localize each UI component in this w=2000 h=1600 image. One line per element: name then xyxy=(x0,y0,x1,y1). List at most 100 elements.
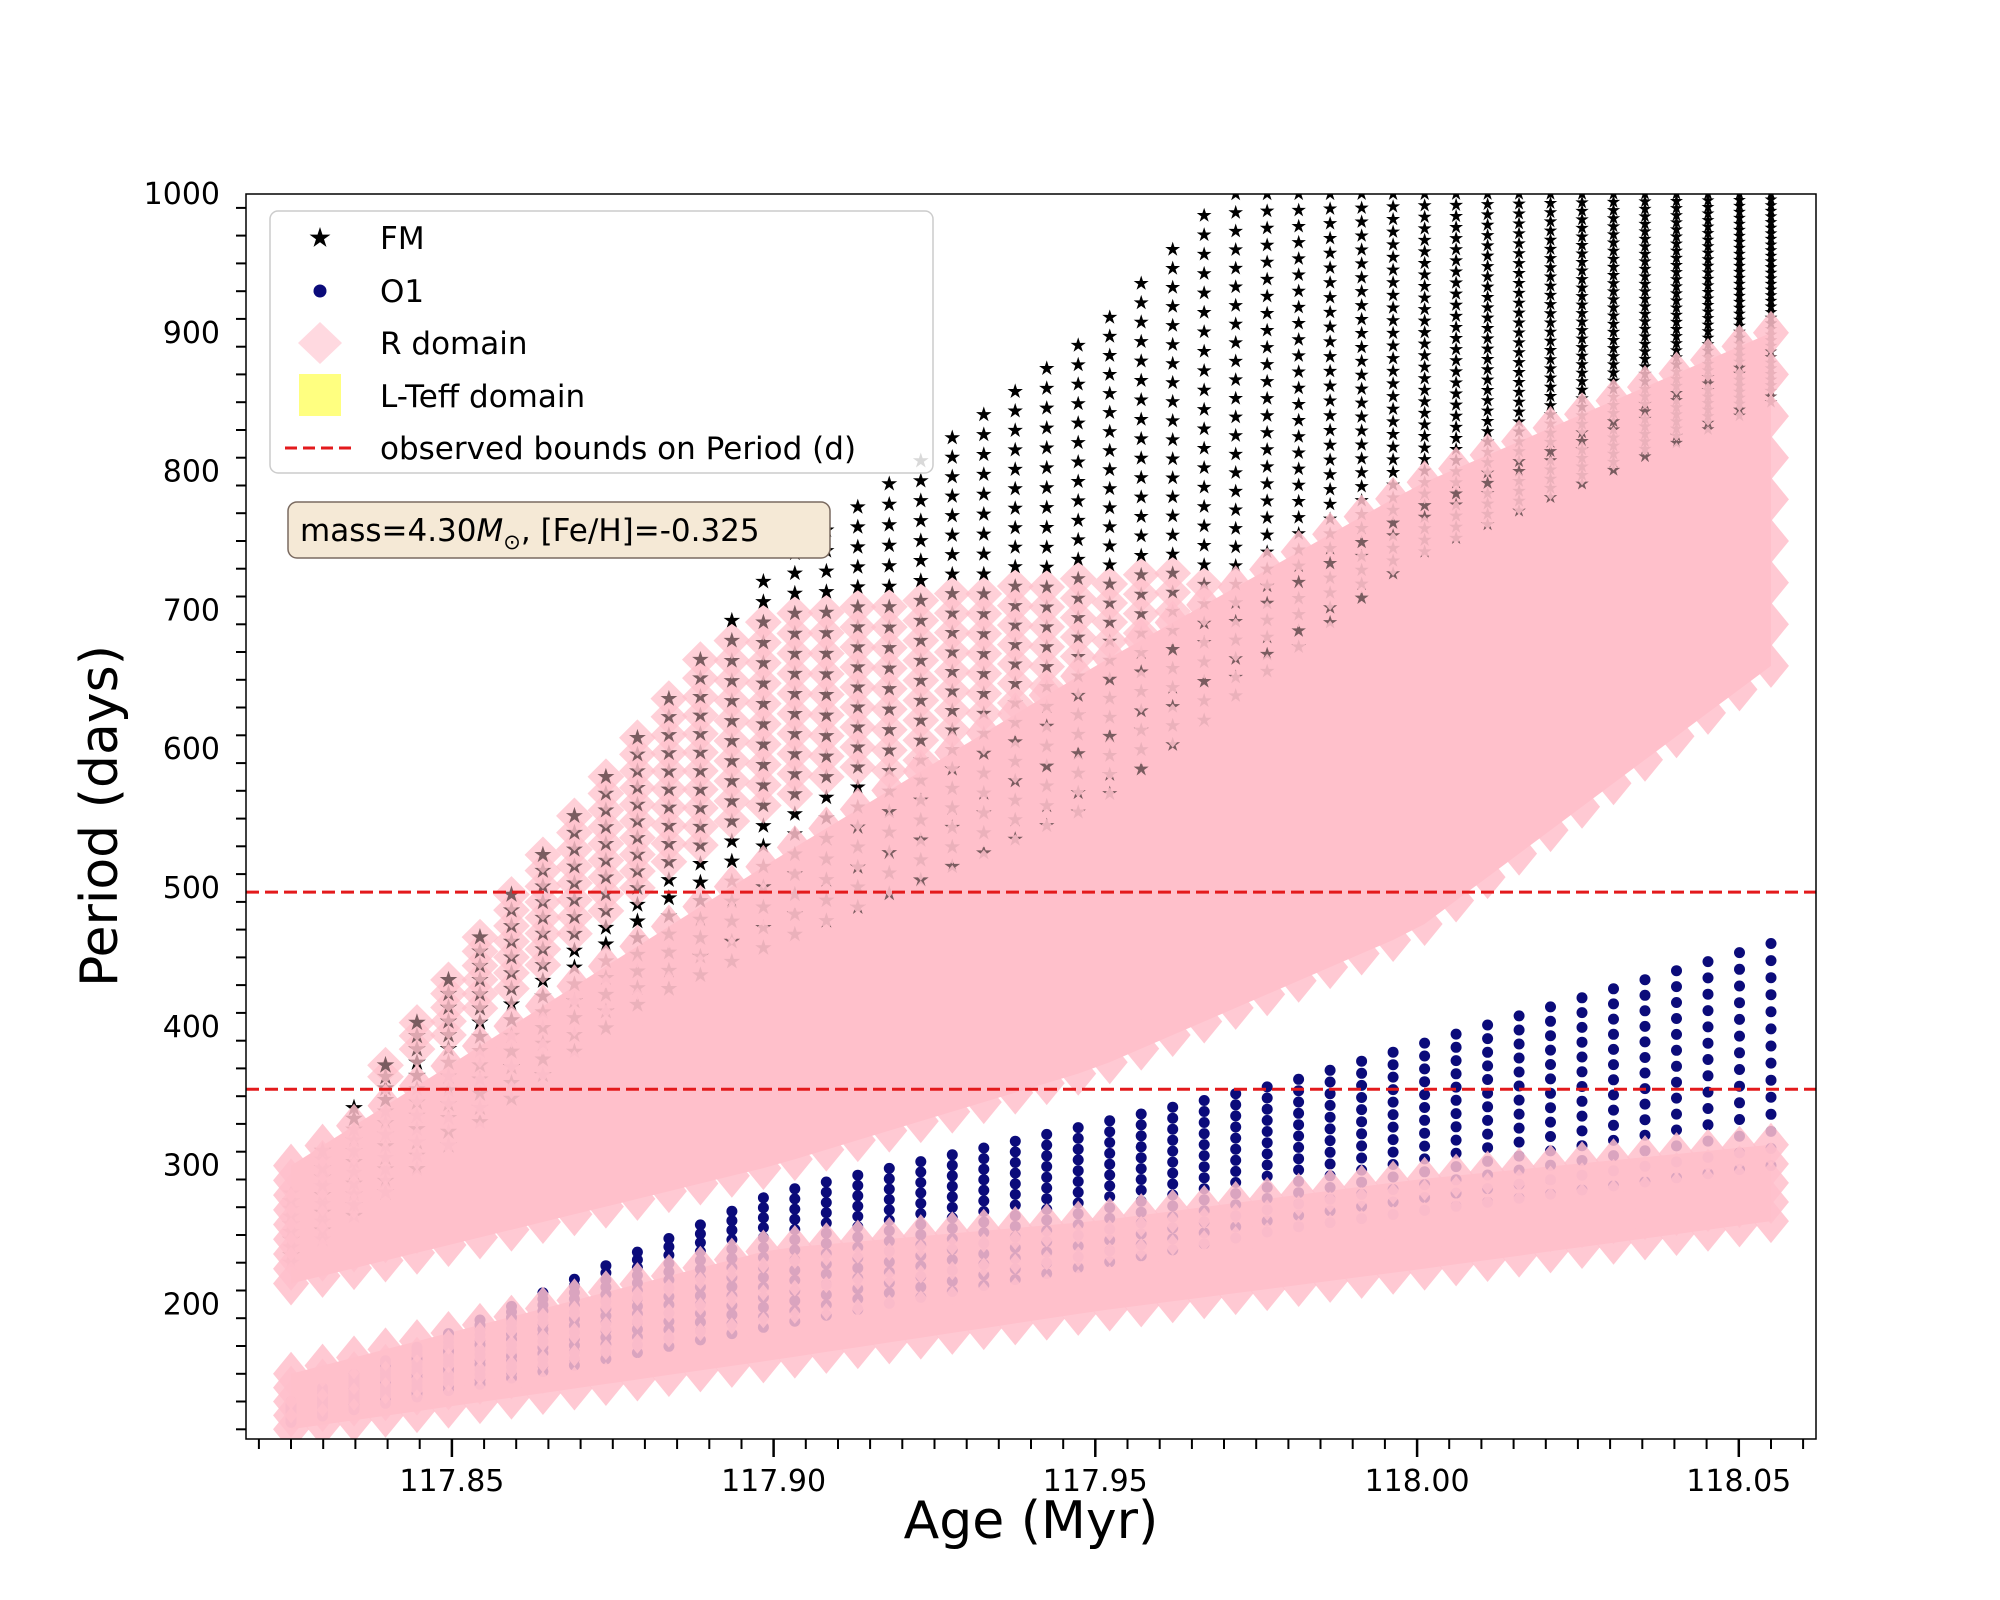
o1-point xyxy=(1009,1135,1021,1147)
o1-point xyxy=(1639,1098,1651,1110)
r-domain-point xyxy=(1564,539,1601,584)
r-domain-point xyxy=(1312,891,1349,936)
o1-point xyxy=(789,1183,801,1195)
o1-point xyxy=(1104,1158,1116,1170)
r-domain-point xyxy=(1249,1267,1286,1312)
o1-point xyxy=(1324,1076,1336,1088)
legend-entry-bounds: observed bounds on Period (d) xyxy=(285,431,856,467)
o1-point xyxy=(1671,1060,1682,1072)
r-domain-point xyxy=(1123,873,1160,918)
r-domain-point xyxy=(1312,512,1349,557)
r-domain-point xyxy=(839,911,876,956)
o1-point xyxy=(631,1254,643,1266)
o1-point xyxy=(1671,965,1682,977)
r-domain-point xyxy=(1406,1224,1443,1269)
r-domain-point xyxy=(619,1309,656,1354)
r-domain-point xyxy=(1689,382,1726,427)
o1-point xyxy=(1513,1136,1525,1148)
r-domain-point xyxy=(1469,1150,1506,1195)
r-domain-point xyxy=(839,1118,876,1163)
o1-point xyxy=(1545,1044,1556,1056)
r-domain-point xyxy=(1186,1275,1223,1320)
r-domain-point xyxy=(650,1003,687,1048)
o1-point xyxy=(1419,1102,1431,1113)
o1-point xyxy=(1387,1109,1399,1121)
o1-point xyxy=(883,1162,895,1174)
r-domain-point xyxy=(1280,1240,1317,1285)
r-domain-point xyxy=(682,1271,719,1316)
o1-point xyxy=(1293,1119,1305,1131)
r-domain-point xyxy=(1595,761,1632,806)
r-domain-point xyxy=(461,1191,498,1236)
r-domain-point xyxy=(1595,426,1632,471)
r-domain-point xyxy=(619,1262,656,1307)
r-domain-point xyxy=(1343,603,1380,648)
r-domain-point xyxy=(745,1311,782,1356)
r-domain-point xyxy=(1154,1013,1191,1058)
r-domain-point xyxy=(556,1078,593,1123)
r-domain-point xyxy=(1689,470,1726,515)
r-domain-point xyxy=(1060,1223,1097,1268)
o1-point xyxy=(1293,1164,1305,1176)
y-tick-label: 500 xyxy=(163,871,220,906)
r-domain-point xyxy=(745,920,782,965)
o1-point xyxy=(1639,1114,1651,1126)
r-domain-point xyxy=(871,853,908,898)
r-domain-point xyxy=(650,1036,687,1081)
o1-point xyxy=(946,1201,958,1213)
r-domain-point xyxy=(1186,999,1223,1044)
r-domain-point xyxy=(1343,1232,1380,1277)
r-domain-point xyxy=(1406,681,1443,726)
r-domain-point xyxy=(965,987,1002,1032)
o1-point xyxy=(1765,1040,1777,1052)
r-domain-point xyxy=(1280,583,1317,628)
r-domain-point xyxy=(619,1285,656,1330)
o1-point xyxy=(1419,1089,1431,1101)
r-domain-point xyxy=(398,1063,435,1108)
r-domain-point xyxy=(461,1071,498,1116)
r-domain-point xyxy=(1249,972,1286,1017)
r-domain-point xyxy=(493,1004,530,1049)
r-domain-point xyxy=(1280,905,1317,950)
r-domain-point xyxy=(776,1307,813,1352)
r-domain-point xyxy=(1406,1201,1443,1246)
r-domain-point xyxy=(1343,822,1380,867)
r-domain-point xyxy=(745,1284,782,1329)
r-domain-point xyxy=(1028,770,1065,815)
o1-point xyxy=(600,1260,612,1272)
r-domain-point xyxy=(1186,1185,1223,1230)
r-domain-point xyxy=(1721,1125,1758,1170)
r-domain-point xyxy=(934,1310,971,1355)
r-domain-point xyxy=(1438,1242,1475,1287)
r-domain-point xyxy=(902,749,939,794)
r-domain-point xyxy=(524,1065,561,1110)
o1-point xyxy=(1734,1047,1745,1059)
o1-point xyxy=(1702,956,1714,968)
r-domain-point xyxy=(808,806,845,851)
r-domain-point xyxy=(808,1087,845,1132)
r-domain-point xyxy=(871,981,908,1026)
o1-point xyxy=(1702,1119,1714,1131)
o1-point xyxy=(1450,1134,1462,1146)
r-domain-point xyxy=(871,768,908,813)
r-domain-point xyxy=(1532,657,1569,702)
x-tick-label: 117.85 xyxy=(399,1464,504,1499)
r-domain-point xyxy=(745,957,782,1002)
r-domain-point xyxy=(587,1293,624,1338)
r-domain-point xyxy=(934,865,971,910)
r-domain-point xyxy=(1312,1258,1349,1303)
r-domain-point xyxy=(1280,1217,1317,1262)
r-domain-point xyxy=(1438,1153,1475,1198)
r-domain-point xyxy=(1123,1238,1160,1283)
o1-point xyxy=(1671,997,1682,1008)
r-domain-point xyxy=(1186,947,1223,992)
r-domain-point xyxy=(556,1366,593,1411)
o1-point xyxy=(1198,1150,1210,1162)
r-domain-point xyxy=(1217,985,1254,1030)
r-domain-point xyxy=(1280,529,1317,574)
r-domain-point xyxy=(1564,588,1601,633)
o1-point xyxy=(883,1173,895,1185)
r-domain-point xyxy=(524,1011,561,1056)
r-domain-point xyxy=(682,988,719,1033)
r-domain-point xyxy=(367,1327,404,1372)
